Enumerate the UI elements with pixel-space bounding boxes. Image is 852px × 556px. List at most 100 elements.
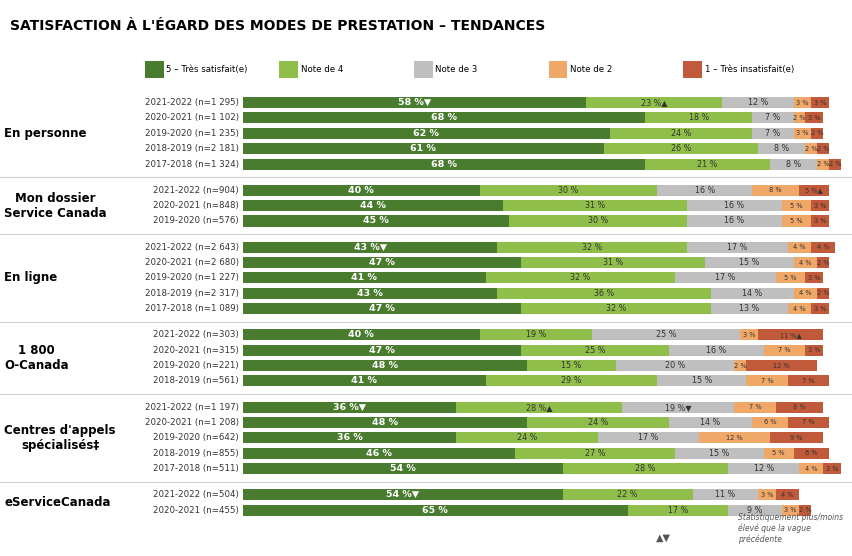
Bar xyxy=(243,375,486,386)
Text: 4 %: 4 % xyxy=(793,306,806,312)
Text: 6 %: 6 % xyxy=(805,450,818,456)
Bar xyxy=(669,345,764,356)
Bar xyxy=(758,143,805,154)
Bar xyxy=(498,242,687,252)
Text: 68 %: 68 % xyxy=(431,160,458,168)
Text: 2021-2022 (n=504): 2021-2022 (n=504) xyxy=(153,490,239,499)
Text: 28 %: 28 % xyxy=(636,464,656,473)
Text: 2019-2020 (n=221): 2019-2020 (n=221) xyxy=(153,361,239,370)
Text: 20 %: 20 % xyxy=(665,361,685,370)
Text: 24 %: 24 % xyxy=(671,129,691,138)
Text: Note de 2: Note de 2 xyxy=(570,65,613,74)
Bar xyxy=(279,61,298,78)
Text: 2 %: 2 % xyxy=(734,363,746,369)
Bar xyxy=(243,303,521,314)
Text: 13 %: 13 % xyxy=(739,304,759,313)
Text: 24 %: 24 % xyxy=(588,418,608,427)
Text: 40 %: 40 % xyxy=(348,330,374,339)
Text: 4 %: 4 % xyxy=(793,244,806,250)
Text: 27 %: 27 % xyxy=(584,449,606,458)
Text: 2018-2019 (n=2 181): 2018-2019 (n=2 181) xyxy=(145,144,239,153)
Text: 14 %: 14 % xyxy=(742,289,763,298)
Text: 12 %: 12 % xyxy=(726,435,743,441)
Text: 2017-2018 (n=1 324): 2017-2018 (n=1 324) xyxy=(145,160,239,168)
Text: 2 %: 2 % xyxy=(817,260,830,266)
Text: 5 – Très satisfait(e): 5 – Très satisfait(e) xyxy=(166,65,248,74)
Text: 3 %: 3 % xyxy=(814,218,826,224)
Text: 15 %: 15 % xyxy=(561,361,582,370)
Bar xyxy=(781,216,811,226)
Text: 8 %: 8 % xyxy=(786,160,801,168)
Bar xyxy=(693,489,758,500)
Text: 5 %: 5 % xyxy=(790,218,803,224)
Bar xyxy=(243,433,456,443)
Bar xyxy=(586,97,722,108)
Text: 5 %: 5 % xyxy=(790,202,803,208)
Text: 36 %: 36 % xyxy=(337,433,362,443)
Bar xyxy=(622,401,734,413)
Text: 2020-2021 (n=2 680): 2020-2021 (n=2 680) xyxy=(145,258,239,267)
Text: 31 %: 31 % xyxy=(602,258,623,267)
Text: 3 %: 3 % xyxy=(808,115,820,121)
Text: 12 %: 12 % xyxy=(748,98,769,107)
Bar xyxy=(504,200,687,211)
Text: 4 %: 4 % xyxy=(781,492,794,498)
Text: 30 %: 30 % xyxy=(558,186,579,195)
Text: 2019-2020 (n=1 227): 2019-2020 (n=1 227) xyxy=(145,274,239,282)
Bar xyxy=(675,448,764,459)
Text: 31 %: 31 % xyxy=(585,201,605,210)
Text: 2 %: 2 % xyxy=(793,115,806,121)
Bar xyxy=(243,158,646,170)
Bar xyxy=(811,128,823,139)
Text: 48 %: 48 % xyxy=(372,418,398,427)
Bar xyxy=(592,329,740,340)
Text: 16 %: 16 % xyxy=(724,201,745,210)
Text: 2017-2018 (n=511): 2017-2018 (n=511) xyxy=(153,464,239,473)
Bar xyxy=(243,329,480,340)
Text: 47 %: 47 % xyxy=(369,258,395,267)
Text: 2018-2019 (n=2 317): 2018-2019 (n=2 317) xyxy=(145,289,239,298)
Text: 7 %: 7 % xyxy=(749,404,762,410)
Text: 5 %: 5 % xyxy=(773,450,785,456)
Text: 3 %: 3 % xyxy=(814,306,826,312)
Bar xyxy=(781,505,799,515)
Text: 68 %: 68 % xyxy=(431,113,458,122)
Text: 2020-2021 (n=455): 2020-2021 (n=455) xyxy=(153,505,239,515)
Text: Centres d'appels
spécialisés‡: Centres d'appels spécialisés‡ xyxy=(4,424,116,452)
Text: 2019-2020 (n=1 235): 2019-2020 (n=1 235) xyxy=(145,129,239,138)
Text: 3 %: 3 % xyxy=(796,130,809,136)
Text: 7 %: 7 % xyxy=(765,113,780,122)
Text: 36 %: 36 % xyxy=(594,289,614,298)
Bar xyxy=(711,288,793,299)
Text: 47 %: 47 % xyxy=(369,304,395,313)
Text: 54 %: 54 % xyxy=(390,464,416,473)
Bar xyxy=(793,257,817,268)
Bar xyxy=(799,185,829,196)
Bar xyxy=(456,401,622,413)
Bar xyxy=(746,375,787,386)
Text: 2 %: 2 % xyxy=(805,146,818,152)
Bar xyxy=(646,158,770,170)
Text: 26 %: 26 % xyxy=(671,144,691,153)
Text: 2020-2021 (n=315): 2020-2021 (n=315) xyxy=(153,346,239,355)
Text: 45 %: 45 % xyxy=(363,216,389,226)
Text: 32 %: 32 % xyxy=(582,242,602,252)
Bar xyxy=(610,128,752,139)
Bar xyxy=(243,345,521,356)
Text: 8 %: 8 % xyxy=(793,404,806,410)
Text: SATISFACTION À L'ÉGARD DES MODES DE PRESTATION – TENDANCES: SATISFACTION À L'ÉGARD DES MODES DE PRES… xyxy=(10,19,545,33)
Text: 54 %▼: 54 %▼ xyxy=(386,490,419,499)
Text: 17 %: 17 % xyxy=(638,433,659,443)
Bar xyxy=(728,505,781,515)
Text: 19 %▼: 19 %▼ xyxy=(665,403,691,411)
Bar xyxy=(758,329,823,340)
Text: 47 %: 47 % xyxy=(369,346,395,355)
Text: 3 %: 3 % xyxy=(743,332,756,338)
Text: 2 %: 2 % xyxy=(817,146,830,152)
Bar xyxy=(521,303,711,314)
Text: En personne: En personne xyxy=(4,127,87,140)
Text: 15 %: 15 % xyxy=(739,258,759,267)
Text: 8 %: 8 % xyxy=(769,187,782,193)
Bar xyxy=(616,360,734,371)
Bar xyxy=(549,61,567,78)
